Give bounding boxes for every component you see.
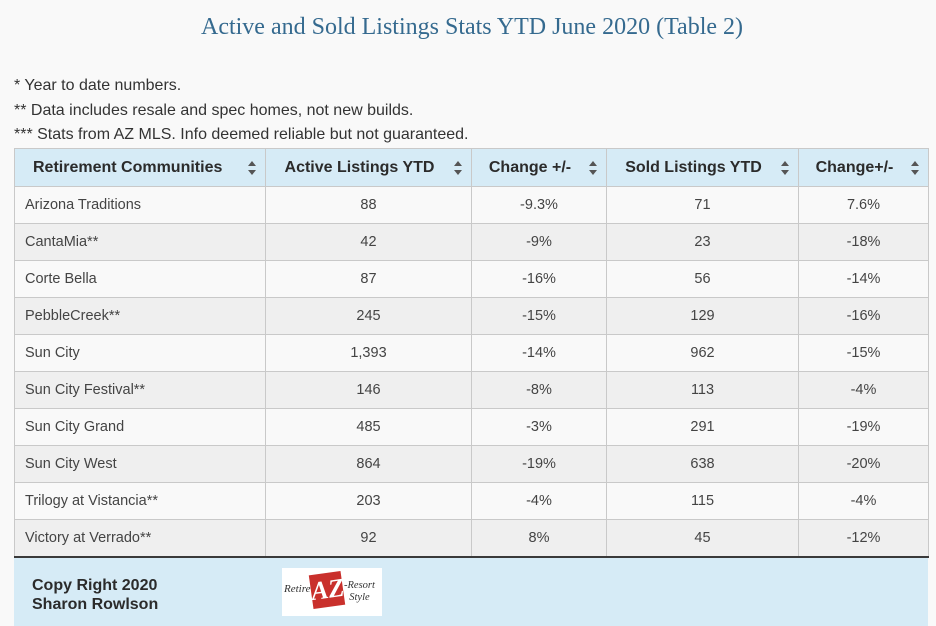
active-change-cell: 8% bbox=[471, 519, 607, 558]
copyright-line: Copy Right 2020 bbox=[32, 577, 158, 594]
sold-change-cell: -16% bbox=[798, 297, 929, 335]
column-header-label: Change +/- bbox=[488, 158, 572, 176]
copyright-notice: Copy Right 2020 Sharon Rowlson bbox=[32, 576, 158, 614]
note-resale: ** Data includes resale and spec homes, … bbox=[14, 101, 414, 119]
sold-change-cell: -15% bbox=[798, 334, 929, 372]
listings-table: Retirement Communities Active Listings Y… bbox=[14, 148, 929, 558]
column-header-label: Active Listings YTD bbox=[284, 158, 435, 176]
sort-icon[interactable] bbox=[248, 161, 256, 175]
author-name: Sharon Rowlson bbox=[32, 596, 159, 613]
sold-change-cell: -19% bbox=[798, 408, 929, 446]
community-name-cell: Corte Bella bbox=[14, 260, 266, 298]
active-change-cell: -9% bbox=[471, 223, 607, 261]
active-listings-cell: 88 bbox=[265, 186, 472, 224]
community-name-cell: Victory at Verrado** bbox=[14, 519, 266, 558]
sort-icon[interactable] bbox=[911, 161, 919, 175]
active-listings-cell: 245 bbox=[265, 297, 472, 335]
active-change-cell: -4% bbox=[471, 482, 607, 520]
retire-az-logo: Retire AZ -Resort Style bbox=[282, 568, 382, 616]
sold-change-cell: -4% bbox=[798, 482, 929, 520]
active-change-cell: -8% bbox=[471, 371, 607, 409]
logo-text-resort-style: -Resort Style bbox=[344, 580, 375, 604]
column-header-community[interactable]: Retirement Communities bbox=[14, 148, 266, 187]
active-listings-cell: 864 bbox=[265, 445, 472, 483]
sold-listings-cell: 113 bbox=[606, 371, 799, 409]
table-row: Sun City Grand 485 -3% 291 -19% bbox=[14, 408, 929, 446]
note-ytd: * Year to date numbers. bbox=[14, 77, 182, 94]
community-name-cell: Sun City Festival** bbox=[14, 371, 266, 409]
column-header-label: Sold Listings YTD bbox=[625, 158, 762, 176]
logo-text-resort: -Resort bbox=[344, 580, 375, 591]
note-source: *** Stats from AZ MLS. Info deemed relia… bbox=[14, 126, 469, 143]
sort-icon[interactable] bbox=[589, 161, 597, 175]
active-listings-cell: 485 bbox=[265, 408, 472, 446]
community-name-cell: PebbleCreek** bbox=[14, 297, 266, 335]
table-row: Sun City 1,393 -14% 962 -15% bbox=[14, 334, 929, 372]
sold-change-cell: 7.6% bbox=[798, 186, 929, 224]
active-listings-cell: 87 bbox=[265, 260, 472, 298]
active-listings-cell: 92 bbox=[265, 519, 472, 558]
community-name-cell: Sun City bbox=[14, 334, 266, 372]
notes: * Year to date numbers. ** Data includes… bbox=[14, 74, 468, 148]
table-row: Sun City Festival** 146 -8% 113 -4% bbox=[14, 371, 929, 409]
active-change-cell: -16% bbox=[471, 260, 607, 298]
sold-change-cell: -12% bbox=[798, 519, 929, 558]
sold-listings-cell: 71 bbox=[606, 186, 799, 224]
active-change-cell: -19% bbox=[471, 445, 607, 483]
sold-listings-cell: 638 bbox=[606, 445, 799, 483]
logo-text-retire: Retire bbox=[284, 583, 311, 595]
column-header-sold-change[interactable]: Change+/- bbox=[798, 148, 929, 187]
sold-change-cell: -18% bbox=[798, 223, 929, 261]
sold-listings-cell: 115 bbox=[606, 482, 799, 520]
active-change-cell: -3% bbox=[471, 408, 607, 446]
sort-icon[interactable] bbox=[781, 161, 789, 175]
column-header-sold-listings[interactable]: Sold Listings YTD bbox=[606, 148, 799, 187]
sold-change-cell: -4% bbox=[798, 371, 929, 409]
column-header-active-change[interactable]: Change +/- bbox=[471, 148, 607, 187]
column-header-label: Retirement Communities bbox=[33, 158, 223, 176]
active-listings-cell: 203 bbox=[265, 482, 472, 520]
sold-listings-cell: 129 bbox=[606, 297, 799, 335]
table-row: PebbleCreek** 245 -15% 129 -16% bbox=[14, 297, 929, 335]
community-name-cell: Trilogy at Vistancia** bbox=[14, 482, 266, 520]
page-title: Active and Sold Listings Stats YTD June … bbox=[200, 14, 744, 40]
logo-az-mark: AZ bbox=[308, 570, 346, 610]
community-name-cell: Sun City Grand bbox=[14, 408, 266, 446]
column-header-label: Change+/- bbox=[815, 158, 894, 176]
active-listings-cell: 42 bbox=[265, 223, 472, 261]
community-name-cell: Arizona Traditions bbox=[14, 186, 266, 224]
sold-listings-cell: 23 bbox=[606, 223, 799, 261]
table-row: Sun City West 864 -19% 638 -20% bbox=[14, 445, 929, 483]
active-change-cell: -9.3% bbox=[471, 186, 607, 224]
active-change-cell: -14% bbox=[471, 334, 607, 372]
community-name-cell: CantaMia** bbox=[14, 223, 266, 261]
sold-change-cell: -20% bbox=[798, 445, 929, 483]
table-row: CantaMia** 42 -9% 23 -18% bbox=[14, 223, 929, 261]
active-listings-cell: 146 bbox=[265, 371, 472, 409]
sort-icon[interactable] bbox=[454, 161, 462, 175]
table-row: Arizona Traditions 88 -9.3% 71 7.6% bbox=[14, 186, 929, 224]
table-row: Victory at Verrado** 92 8% 45 -12% bbox=[14, 519, 929, 558]
table-header-row: Retirement Communities Active Listings Y… bbox=[14, 148, 929, 187]
sold-listings-cell: 56 bbox=[606, 260, 799, 298]
community-name-cell: Sun City West bbox=[14, 445, 266, 483]
table-footer: Copy Right 2020 Sharon Rowlson Retire AZ… bbox=[14, 558, 928, 626]
active-listings-cell: 1,393 bbox=[265, 334, 472, 372]
sold-change-cell: -14% bbox=[798, 260, 929, 298]
sold-listings-cell: 45 bbox=[606, 519, 799, 558]
sold-listings-cell: 291 bbox=[606, 408, 799, 446]
table-row: Trilogy at Vistancia** 203 -4% 115 -4% bbox=[14, 482, 929, 520]
column-header-active-listings[interactable]: Active Listings YTD bbox=[265, 148, 472, 187]
table-row: Corte Bella 87 -16% 56 -14% bbox=[14, 260, 929, 298]
sold-listings-cell: 962 bbox=[606, 334, 799, 372]
logo-text-style: Style bbox=[349, 592, 370, 603]
active-change-cell: -15% bbox=[471, 297, 607, 335]
